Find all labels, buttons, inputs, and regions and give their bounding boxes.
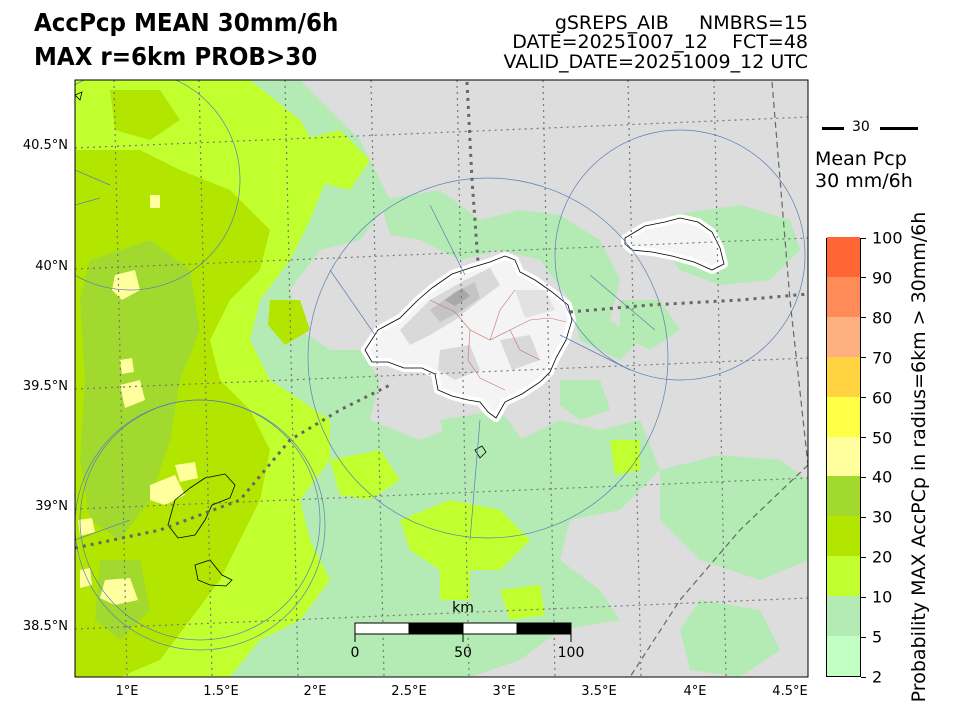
lon-label-1: 1°E <box>115 684 139 699</box>
colorbar-title: Probability MAX AccPCp in radius=6km > 3… <box>908 211 930 703</box>
scale-bar-label-50: 50 <box>454 645 472 661</box>
lat-label-39-5: 39.5°N <box>22 379 68 394</box>
colorbar-segment <box>827 475 860 517</box>
lon-label-2: 2°E <box>303 684 327 699</box>
colorbar-tick-label: 80 <box>872 308 893 328</box>
colorbar-segment <box>827 356 860 397</box>
colorbar-tick <box>861 516 866 518</box>
colorbar-tick-label: 20 <box>872 547 893 567</box>
contour-legend-line-left <box>822 127 844 130</box>
colorbar-segment <box>827 635 860 676</box>
colorbar-tick <box>861 596 866 598</box>
lon-label-3-5: 3.5°E <box>581 684 617 699</box>
contour-legend-line-right <box>880 127 918 130</box>
map-frame <box>74 79 809 678</box>
colorbar-segment <box>827 436 860 477</box>
lat-label-39: 39°N <box>35 499 68 514</box>
contour-legend-value: 30 <box>852 119 870 135</box>
region-boundaries <box>429 289 567 391</box>
colorbar-tick-label: 5 <box>872 627 883 647</box>
scale-bar <box>354 622 572 642</box>
title-line-1: AccPcp MEAN 30mm/6h <box>34 8 339 37</box>
lon-label-4: 4°E <box>683 684 707 699</box>
colorbar <box>826 236 861 677</box>
scale-bar-label-100: 100 <box>557 645 585 661</box>
radar-range-circles <box>75 80 806 651</box>
colorbar-tick-label: 10 <box>872 587 893 607</box>
colorbar-tick <box>861 397 866 399</box>
colorbar-tick <box>861 556 866 558</box>
colorbar-tick <box>861 476 866 478</box>
header-model-members: gSREPS_AIB NMBRS=15 <box>554 12 808 34</box>
lat-label-40-5: 40.5°N <box>22 138 68 153</box>
scale-bar-label-0: 0 <box>350 645 360 661</box>
contour-legend: 30 <box>822 118 922 138</box>
colorbar-segment <box>827 316 860 357</box>
colorbar-tick-label: 100 <box>872 228 903 248</box>
lat-label-40: 40°N <box>35 259 68 274</box>
colorbar-segment <box>827 555 860 597</box>
maritime-boundaries <box>75 81 808 677</box>
colorbar-tick-label: 60 <box>872 388 893 408</box>
colorbar-tick <box>861 357 866 359</box>
colorbar-segment <box>827 515 860 557</box>
colorbar-tick-label: 2 <box>872 667 883 687</box>
colorbar-segment <box>827 236 860 277</box>
colorbar-tick-label: 90 <box>872 268 893 288</box>
colorbar-tick-label: 30 <box>872 507 893 527</box>
legend-label-line-2: 30 mm/6h <box>815 170 913 192</box>
colorbar-segment <box>827 276 860 317</box>
scale-bar-unit: km <box>452 600 474 616</box>
lon-label-2-5: 2.5°E <box>391 684 427 699</box>
colorbar-tick <box>861 317 866 319</box>
lon-label-3: 3°E <box>492 684 516 699</box>
graticule <box>75 80 808 677</box>
colorbar-tick-label: 40 <box>872 467 893 487</box>
colorbar-tick <box>861 237 866 239</box>
mallorca-precip-shading <box>400 268 555 380</box>
colorbar-tick <box>861 636 866 638</box>
colorbar-segment <box>827 396 860 437</box>
lon-label-1-5: 1.5°E <box>203 684 239 699</box>
header-date-forecast: DATE=20251007_12 FCT=48 <box>512 31 808 53</box>
lon-label-4-5: 4.5°E <box>772 684 808 699</box>
coastlines <box>75 91 725 587</box>
colorbar-tick <box>861 676 866 678</box>
header-valid-date: VALID_DATE=20251009_12 UTC <box>503 51 808 73</box>
colorbar-tick <box>861 277 866 279</box>
lat-label-38-5: 38.5°N <box>22 619 68 634</box>
colorbar-tick <box>861 437 866 439</box>
legend-label-line-1: Mean Pcp <box>815 148 907 170</box>
colorbar-segment <box>827 595 860 637</box>
colorbar-tick-label: 70 <box>872 348 893 368</box>
title-line-2: MAX r=6km PROB>30 <box>34 42 318 71</box>
colorbar-tick-label: 50 <box>872 428 893 448</box>
